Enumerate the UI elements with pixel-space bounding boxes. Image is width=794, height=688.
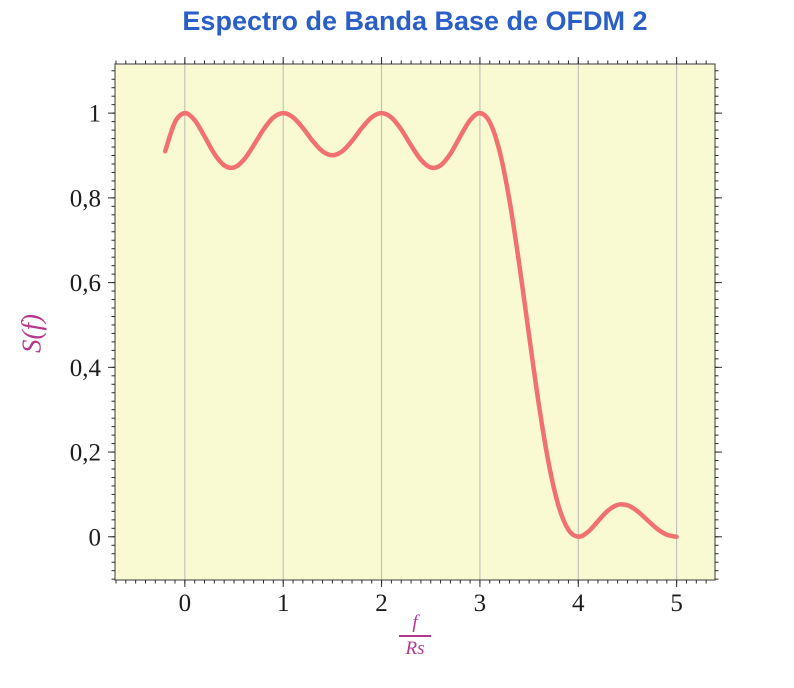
spectrum-curve (162, 110, 679, 540)
x-tick-label: 4 (572, 590, 585, 617)
x-tick-label: 2 (375, 590, 388, 617)
x-axis-label: f Rs (115, 612, 715, 660)
x-tick-label: 0 (179, 590, 192, 617)
fraction-bar (399, 635, 431, 637)
x-tick-label: 1 (277, 590, 290, 617)
x-tick-label: 3 (474, 590, 487, 617)
y-tick-label: 1 (89, 101, 102, 128)
y-tick-label: 0,4 (70, 355, 102, 382)
x-tick-label: 5 (670, 590, 683, 617)
y-tick-label: 0,6 (70, 270, 101, 297)
y-tick-label: 0,2 (70, 440, 101, 467)
x-axis-label-denominator: Rs (405, 638, 425, 659)
y-tick-label: 0 (89, 524, 102, 551)
y-tick-label: 0,8 (70, 185, 101, 212)
chart-title: Espectro de Banda Base de OFDM 2 (182, 6, 648, 36)
plot-frame (114, 63, 716, 581)
x-axis-label-numerator: f (412, 612, 418, 633)
